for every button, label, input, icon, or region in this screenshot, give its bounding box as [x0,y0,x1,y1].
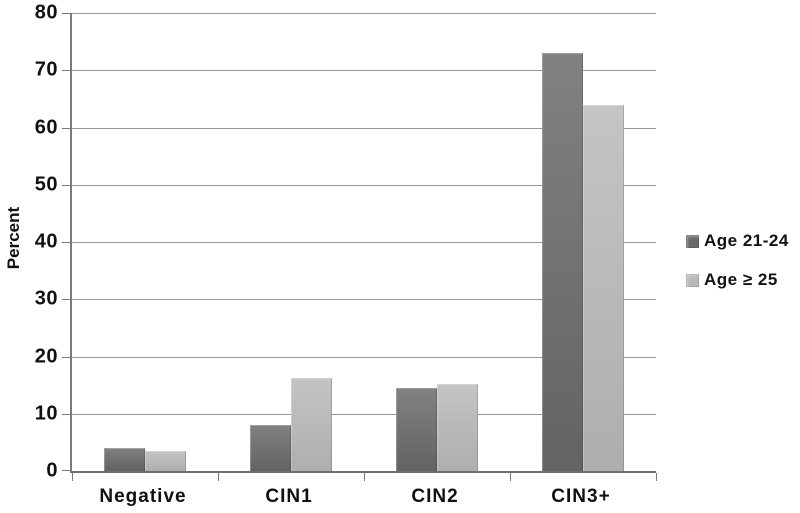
bar [145,450,186,471]
x-axis-tick [363,473,365,481]
legend-entry: Age ≥ 25 [686,270,789,290]
y-tick-label: 10 [34,402,58,425]
x-axis-tick [655,473,657,481]
y-axis-tick [62,413,70,415]
legend-label: Age 21-24 [704,231,789,250]
y-tick-label: 40 [34,230,58,253]
bar [542,53,583,471]
gridline [72,242,656,243]
category-label: Negative [99,486,187,507]
y-axis-tick [62,242,70,243]
bar [291,377,332,471]
bar [250,425,291,471]
y-axis-tick [62,356,70,358]
bar [437,383,478,471]
bar [396,388,437,471]
y-axis-tick [62,70,70,72]
category-label: CIN2 [411,486,459,507]
y-axis-tick [62,13,70,14]
legend-label: Age ≥ 25 [704,270,778,289]
category-label: CIN1 [265,486,313,507]
legend-swatch-icon [686,234,699,248]
x-axis-tick [217,473,219,481]
y-tick-label: 20 [34,345,58,367]
gridline [72,13,656,14]
x-axis-tick [71,473,73,481]
y-tick-label: 60 [34,116,58,138]
y-tick-label: 0 [46,459,58,482]
y-axis-title: Percent [4,206,23,270]
category-label: CIN3+ [551,486,611,507]
y-axis-tick [62,299,70,301]
y-axis-tick [62,184,70,186]
x-axis-tick [509,473,511,481]
gridline [72,299,656,301]
y-tick-label: 70 [34,58,58,81]
gridline [72,127,656,129]
gridline [72,70,656,72]
y-tick-label: 50 [34,173,58,196]
gridline [72,356,656,358]
y-axis-tick [62,470,70,471]
y-tick-label: 30 [34,287,58,310]
legend-swatch-icon [686,273,699,287]
y-axis-tick [62,127,70,129]
gridline [72,413,656,415]
bar [583,104,624,471]
y-tick-label: 80 [34,1,58,24]
legend: Age 21-24 Age ≥ 25 [686,231,789,290]
legend-entry: Age 21-24 [686,231,789,251]
bar [104,448,145,471]
plot-area [62,13,657,481]
gridline [72,184,656,186]
